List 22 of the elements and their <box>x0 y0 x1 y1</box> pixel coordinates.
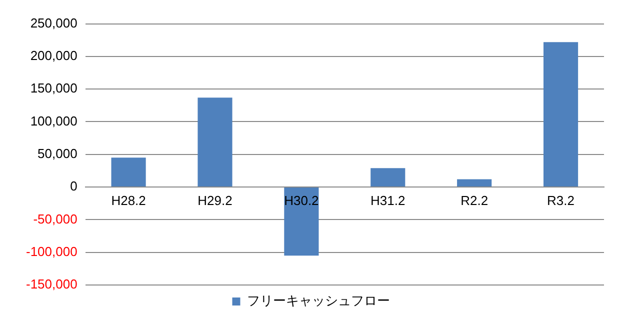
bar <box>111 158 146 187</box>
x-tick-label: R3.2 <box>547 193 575 208</box>
x-tick-label: R2.2 <box>460 193 488 208</box>
bar <box>543 42 578 187</box>
legend-label: フリーキャッシュフロー <box>246 294 390 309</box>
x-tick-label: H29.2 <box>198 193 232 208</box>
y-tick-label: 50,000 <box>38 146 78 161</box>
bar <box>284 188 319 256</box>
bar <box>198 98 232 187</box>
bar <box>457 179 492 187</box>
x-tick-label: H30.2 <box>284 193 319 208</box>
y-tick-label: -50,000 <box>33 211 78 226</box>
y-tick-label: 100,000 <box>30 113 78 128</box>
y-tick-label: 0 <box>70 178 78 194</box>
y-tick-label: -100,000 <box>26 244 78 259</box>
x-tick-label: H31.2 <box>370 193 406 208</box>
bar <box>370 168 406 187</box>
y-tick-label: -150,000 <box>26 276 78 292</box>
x-tick-label: H28.2 <box>111 193 146 208</box>
y-tick-label: 150,000 <box>30 80 78 96</box>
y-tick-label: 200,000 <box>30 48 78 64</box>
y-tick-label: 250,000 <box>30 15 78 30</box>
